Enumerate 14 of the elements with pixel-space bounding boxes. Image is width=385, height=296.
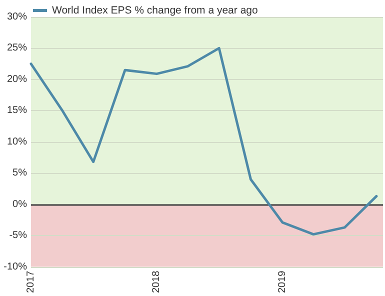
legend-label: World Index EPS % change from a year ago: [52, 4, 258, 16]
y-tick-label: -10%: [4, 261, 28, 272]
y-tick-label: 10%: [6, 136, 28, 148]
line-series: [30, 46, 378, 236]
y-tick-label: 5%: [12, 168, 28, 179]
y-tick-label: 0%: [12, 198, 28, 210]
y-tick-label: 30%: [6, 12, 28, 22]
y-tick-label: 15%: [6, 105, 28, 116]
y-tick-label: 25%: [6, 42, 28, 54]
y-tick-label: 20%: [6, 74, 28, 85]
x-tick-label: 2019: [276, 270, 288, 294]
y-tick-label: -5%: [9, 230, 28, 242]
x-tick-label: 2017: [26, 270, 36, 294]
x-tick-label: 2018: [151, 270, 162, 294]
